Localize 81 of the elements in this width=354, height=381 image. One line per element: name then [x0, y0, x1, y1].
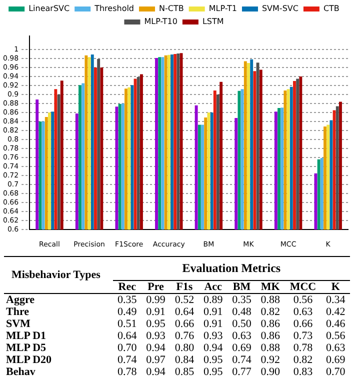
- text: 0.74: [118, 354, 137, 366]
- legend-label: Threshold: [94, 4, 134, 14]
- text: 0.94: [146, 342, 166, 354]
- text: 0.64: [174, 306, 194, 318]
- text: 0.74: [232, 354, 252, 366]
- text: 0.90: [260, 366, 280, 378]
- text: 0.91: [203, 318, 223, 330]
- category-label: Rec: [117, 280, 138, 294]
- text: 0.56: [326, 330, 346, 342]
- category-label: MLP D5: [6, 342, 46, 354]
- text: 0.84: [174, 354, 194, 366]
- text: 0.86: [260, 318, 280, 330]
- text: 0.63: [293, 306, 313, 318]
- category-label: SVM: [6, 318, 30, 330]
- text: 0.88: [260, 294, 280, 306]
- text: 0.48: [232, 306, 252, 318]
- text: 0.64: [118, 330, 137, 342]
- text: 0.35: [118, 294, 137, 306]
- category-label: K: [330, 280, 341, 294]
- text: 0.83: [293, 366, 313, 378]
- category-label: MLP D1: [6, 330, 46, 342]
- text: 0.94: [203, 342, 223, 354]
- text: 0.70: [118, 342, 137, 354]
- legend-label: LSTM: [202, 17, 224, 26]
- text: 0.63: [326, 342, 346, 354]
- category-label: Aggre: [6, 294, 35, 306]
- text: 0.66: [174, 318, 194, 330]
- text: 0.73: [293, 330, 313, 342]
- legend-label: SVM-SVC: [262, 4, 299, 14]
- text: 0.82: [260, 306, 280, 318]
- text: 0.56: [293, 294, 313, 306]
- text: Misbehavior Types: [10, 268, 102, 283]
- text: 0.34: [326, 294, 346, 306]
- text: 0.93: [203, 330, 223, 342]
- text: 0.97: [146, 354, 166, 366]
- category-label: Acc: [203, 280, 223, 294]
- legend-label: CTB: [323, 4, 340, 14]
- text: 0.77: [232, 366, 252, 378]
- text: 0.91: [203, 306, 223, 318]
- text: 0.46: [326, 318, 346, 330]
- text: 0.89: [203, 294, 223, 306]
- text: 0.69: [326, 354, 346, 366]
- category-label: MCC: [288, 280, 318, 294]
- category-label: Pre: [146, 280, 165, 294]
- text: 0.50: [232, 318, 252, 330]
- text: Evaluation Metrics: [112, 256, 350, 280]
- text: 0.88: [260, 342, 280, 354]
- text: 0.49: [118, 306, 137, 318]
- text: 0.99: [146, 294, 166, 306]
- text: 0.82: [293, 354, 313, 366]
- legend-label: N-CTB: [159, 4, 184, 14]
- legend-label: LinearSVC: [28, 4, 70, 14]
- text: 0.95: [146, 318, 166, 330]
- text: 0.78: [118, 366, 137, 378]
- text: 0.42: [326, 306, 346, 318]
- category-label: F1s: [175, 280, 194, 294]
- text: 0.94: [146, 366, 166, 378]
- text: 0.66: [293, 318, 313, 330]
- text: 0.91: [146, 306, 166, 318]
- text: 0.95: [203, 354, 223, 366]
- text: 0.51: [118, 318, 137, 330]
- text: 0.80: [174, 342, 194, 354]
- text: 0.93: [146, 330, 166, 342]
- text: 0.86: [260, 330, 280, 342]
- legend-label: MLP-T10: [144, 17, 178, 26]
- text: 0.70: [326, 366, 346, 378]
- text: 0.95: [203, 366, 223, 378]
- category-label: MLP D20: [6, 354, 52, 366]
- text: 0.52: [174, 294, 194, 306]
- text: 0.35: [232, 294, 252, 306]
- text: 0.85: [174, 366, 194, 378]
- text: 0.92: [260, 354, 280, 366]
- legend-label: MLP-T1: [208, 4, 237, 14]
- text: 0.76: [174, 330, 194, 342]
- text: 0.69: [232, 342, 252, 354]
- text: 0.78: [293, 342, 313, 354]
- category-label: Behav: [6, 366, 36, 378]
- category-label: MK: [260, 280, 281, 294]
- category-label: BM: [232, 280, 252, 294]
- category-label: Thre: [6, 306, 30, 318]
- text: 0.63: [232, 330, 252, 342]
